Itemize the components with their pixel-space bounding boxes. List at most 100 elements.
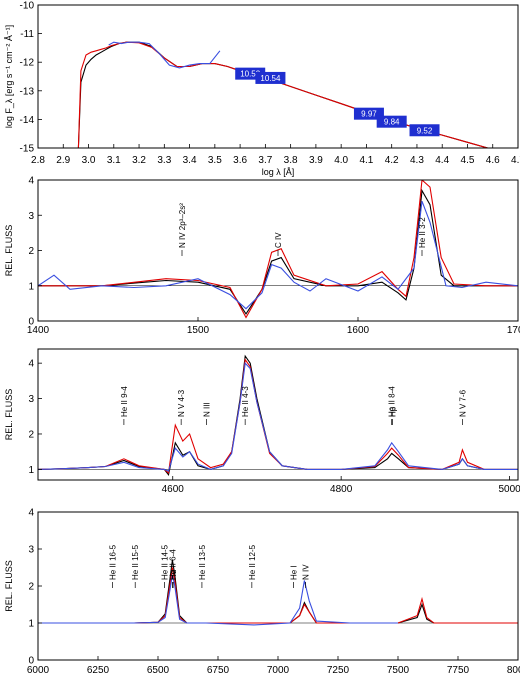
x-tick-label: 4.7 bbox=[511, 155, 520, 166]
x-tick-label: 6750 bbox=[207, 665, 230, 676]
x-tick-label: 3.6 bbox=[233, 155, 247, 166]
x-tick-label: 3.0 bbox=[82, 155, 96, 166]
y-tick-label: 3 bbox=[28, 394, 34, 405]
x-tick-label: 3.8 bbox=[284, 155, 298, 166]
x-tick-label: 7500 bbox=[387, 665, 410, 676]
x-tick-label: 7750 bbox=[447, 665, 470, 676]
x-tick-label: 3.5 bbox=[208, 155, 222, 166]
line-id-label: He II 15-5 bbox=[131, 544, 140, 580]
y-tick-label: -12 bbox=[20, 58, 35, 69]
x-tick-label: 8000 bbox=[507, 665, 520, 676]
x-tick-label: 3.2 bbox=[132, 155, 146, 166]
y-axis-title: REL. FLUSS bbox=[4, 389, 14, 441]
x-tick-label: 1600 bbox=[347, 325, 370, 336]
x-tick-label: 4.0 bbox=[334, 155, 348, 166]
x-axis-title: log λ [Å] bbox=[262, 167, 295, 177]
x-tick-label: 2.9 bbox=[56, 155, 70, 166]
line-id-label: He II 6-4 bbox=[168, 549, 177, 580]
photometry-label: 9.52 bbox=[417, 126, 433, 135]
x-tick-label: 4800 bbox=[330, 484, 353, 495]
x-tick-label: 7000 bbox=[267, 665, 290, 676]
series-red-line bbox=[38, 567, 518, 624]
line-id-label: He II 14-5 bbox=[160, 544, 169, 580]
line-id-label: Hβ bbox=[389, 406, 398, 417]
y-tick-label: 4 bbox=[28, 508, 34, 519]
photometry-label: 10.53 bbox=[240, 70, 261, 79]
photometry-box bbox=[376, 115, 407, 128]
panel-sed: 10.53 10.54 9.97 9.84 9.52 2.8 2.9 3.0 3.1 3.2 3.3… bbox=[4, 1, 520, 178]
series-blue-line bbox=[38, 201, 518, 310]
photometry-box bbox=[353, 107, 384, 120]
y-tick-label: -10 bbox=[20, 1, 35, 12]
x-tick-label: 7250 bbox=[327, 665, 350, 676]
x-tick-label: 3.4 bbox=[183, 155, 197, 166]
x-tick-label: 1500 bbox=[187, 325, 210, 336]
x-tick-label: 4.2 bbox=[385, 155, 399, 166]
x-tick-label: 3.9 bbox=[309, 155, 323, 166]
line-id-label: He II 16-5 bbox=[108, 544, 117, 580]
y-tick-label: 2 bbox=[28, 246, 34, 257]
x-tick-label: 4.5 bbox=[461, 155, 475, 166]
line-id-label: N V 4-3 bbox=[177, 389, 186, 417]
line-id-label: He II 8-4 bbox=[388, 386, 397, 417]
x-tick-label: 6000 bbox=[27, 665, 50, 676]
x-tick-label: 4.3 bbox=[410, 155, 424, 166]
series-blue-line bbox=[38, 574, 398, 626]
line-id-label: He II 9-4 bbox=[120, 386, 129, 417]
y-tick-label: 4 bbox=[28, 359, 34, 370]
photometry-label: 9.84 bbox=[384, 118, 400, 127]
x-tick-label: 4.6 bbox=[486, 155, 500, 166]
line-id-label: He II 3-2 bbox=[418, 217, 427, 248]
panel-optical-blue: 4600 4800 5000 1 2 3 4 REL. FLUSS He II 9-4 N V 4… bbox=[4, 348, 520, 495]
y-tick-label: 2 bbox=[28, 429, 34, 440]
x-tick-label: 3.7 bbox=[258, 155, 272, 166]
y-axis-title: log F_λ [erg s⁻¹ cm⁻² Å⁻¹] bbox=[4, 25, 14, 128]
x-tick-label: 5000 bbox=[498, 484, 520, 495]
photometry-label: 9.97 bbox=[361, 110, 377, 119]
y-tick-label: -13 bbox=[20, 86, 35, 97]
line-id-label: N IV 2p³–2s² bbox=[178, 203, 187, 248]
line-id-label: He I bbox=[290, 565, 299, 580]
x-tick-label: 1700 bbox=[507, 325, 520, 336]
y-axis-title: REL. FLUSS bbox=[4, 225, 14, 277]
series-red-line bbox=[38, 358, 518, 474]
line-id-label: He II 13-5 bbox=[198, 544, 207, 580]
line-id-label: N V 7-6 bbox=[458, 389, 467, 417]
x-tick-label: 3.1 bbox=[107, 155, 121, 166]
x-tick-label: 4600 bbox=[162, 484, 185, 495]
x-tick-label: 4.1 bbox=[359, 155, 373, 166]
x-tick-label: 6250 bbox=[87, 665, 110, 676]
line-id-label: Hα bbox=[169, 569, 178, 580]
y-tick-label: -15 bbox=[20, 144, 35, 155]
x-tick-label: 4.4 bbox=[435, 155, 449, 166]
line-id-label: N III bbox=[202, 402, 211, 417]
y-tick-label: 4 bbox=[28, 176, 34, 187]
axes-frame bbox=[37, 511, 519, 661]
y-tick-label: 2 bbox=[28, 582, 34, 593]
y-tick-label: -11 bbox=[20, 29, 34, 40]
series-black-line bbox=[38, 354, 518, 476]
photometry-box bbox=[255, 71, 286, 84]
photometry-label: 10.54 bbox=[260, 74, 281, 83]
axes-frame bbox=[37, 348, 519, 481]
photometry-box bbox=[409, 124, 440, 137]
x-tick-label: 3.3 bbox=[157, 155, 171, 166]
panel-optical-red: 6000 6250 6500 6750 7000 7250 7500 7750 8000 0 1 2 3… bbox=[4, 508, 520, 677]
line-id-label: C IV bbox=[274, 232, 283, 248]
line-id-label: N IV bbox=[302, 564, 311, 580]
y-tick-label: 3 bbox=[28, 545, 34, 556]
y-tick-label: 1 bbox=[28, 465, 34, 476]
y-tick-label: 3 bbox=[28, 211, 34, 222]
y-tick-label: 1 bbox=[28, 619, 34, 630]
series-black-line bbox=[38, 188, 518, 315]
series-blue-line bbox=[38, 361, 518, 472]
x-tick-label: 6500 bbox=[147, 665, 170, 676]
y-tick-label: -14 bbox=[20, 115, 35, 126]
y-tick-label: 0 bbox=[28, 317, 34, 328]
y-tick-label: 0 bbox=[28, 656, 34, 667]
axes-frame bbox=[37, 4, 519, 149]
x-tick-label: 1400 bbox=[27, 325, 50, 336]
x-tick-label: 2.8 bbox=[31, 155, 45, 166]
y-axis-title: REL. FLUSS bbox=[4, 560, 14, 612]
